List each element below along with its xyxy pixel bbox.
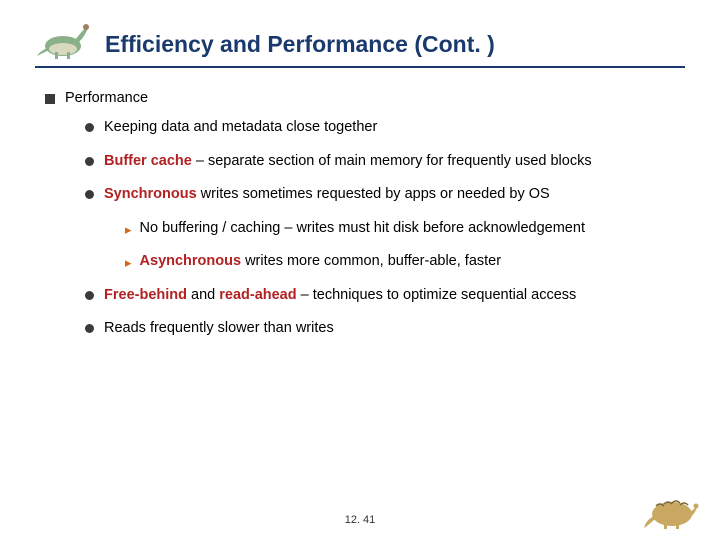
bold-term: Buffer cache xyxy=(104,153,192,169)
slide-number: 12. 41 xyxy=(0,514,720,526)
circle-bullet-icon xyxy=(85,324,94,333)
header: Efficiency and Performance (Cont. ) xyxy=(35,18,685,68)
bullet-level2: Synchronous writes sometimes requested b… xyxy=(85,185,685,205)
bullet-level3: ▸ No buffering / caching – writes must h… xyxy=(125,219,685,239)
bullet-text: No buffering / caching – writes must hit… xyxy=(140,219,585,239)
bold-term: read-ahead xyxy=(219,287,296,303)
square-bullet-icon xyxy=(45,94,55,104)
bullet-level2: Reads frequently slower than writes xyxy=(85,319,685,339)
bullet-level1: Performance xyxy=(45,90,685,106)
bold-term: Synchronous xyxy=(104,186,197,202)
bullet-text: Reads frequently slower than writes xyxy=(104,319,334,339)
dinosaur-top-icon xyxy=(35,18,95,60)
arrow-bullet-icon: ▸ xyxy=(125,221,132,239)
circle-bullet-icon xyxy=(85,157,94,166)
dinosaur-bottom-icon xyxy=(642,488,702,530)
bold-term: Free-behind xyxy=(104,287,187,303)
slide-title: Efficiency and Performance (Cont. ) xyxy=(105,31,495,60)
bullet-level3: ▸ Asynchronous writes more common, buffe… xyxy=(125,252,685,272)
bullet-text: Synchronous writes sometimes requested b… xyxy=(104,185,550,205)
bold-term: Asynchronous xyxy=(140,253,242,269)
bullet-text: Asynchronous writes more common, buffer-… xyxy=(140,252,502,272)
arrow-bullet-icon: ▸ xyxy=(125,254,132,272)
level1-text: Performance xyxy=(65,90,148,106)
content-area: Performance Keeping data and metadata cl… xyxy=(35,90,685,339)
circle-bullet-icon xyxy=(85,291,94,300)
bullet-text: Keeping data and metadata close together xyxy=(104,118,377,138)
bullet-level2: Buffer cache – separate section of main … xyxy=(85,152,685,172)
bullet-text: Buffer cache – separate section of main … xyxy=(104,152,592,172)
bullet-text: Free-behind and read-ahead – techniques … xyxy=(104,286,576,306)
circle-bullet-icon xyxy=(85,190,94,199)
slide-container: Efficiency and Performance (Cont. ) Perf… xyxy=(0,0,720,540)
bullet-level2: Keeping data and metadata close together xyxy=(85,118,685,138)
circle-bullet-icon xyxy=(85,123,94,132)
bullet-level2: Free-behind and read-ahead – techniques … xyxy=(85,286,685,306)
